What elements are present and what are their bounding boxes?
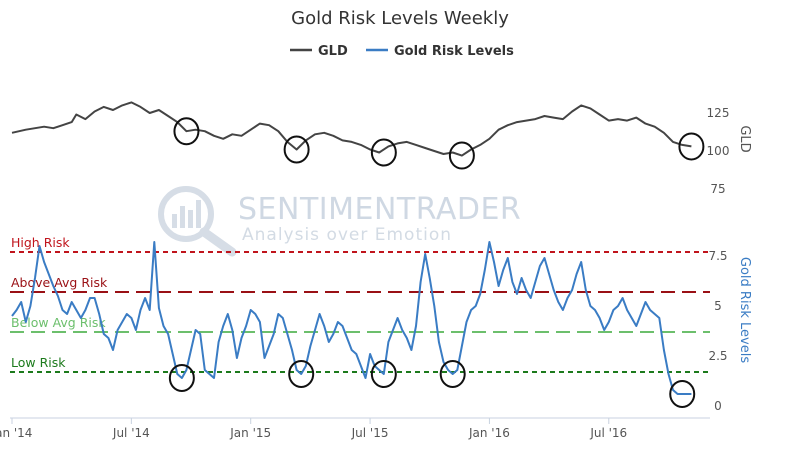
annotation-circle <box>678 132 705 161</box>
annotation-circle <box>173 117 200 146</box>
series-group <box>11 101 692 395</box>
threshold-label: Below Avg Risk <box>11 315 106 330</box>
legend-item-gld[interactable]: GLD <box>290 44 348 59</box>
risk-axis-title: Gold Risk Levels <box>737 257 752 363</box>
risk-tick-label: 7.5 <box>708 249 727 263</box>
annotation-circle <box>283 135 310 164</box>
risk-axis: 7.5 5 2.5 0 <box>708 249 727 413</box>
x-tick-label: Jul '16 <box>589 426 627 440</box>
x-axis: Jan '14 Jul '14 Jan '15 Jul '15 Jan '16 Jul '… <box>0 418 627 440</box>
annotation-circle <box>370 360 397 388</box>
x-tick-label: Jan '15 <box>229 426 271 440</box>
risk-tick-label: 2.5 <box>708 349 727 363</box>
x-tick-label: Jul '15 <box>351 426 389 440</box>
annotation-circle <box>669 380 696 408</box>
gld-tick-label: 125 <box>707 106 730 120</box>
gld-axis: 125 100 75 <box>707 106 730 196</box>
annotation-circle <box>448 141 475 170</box>
x-tick-label: Jan '14 <box>0 426 32 440</box>
annotation-circle <box>288 360 315 388</box>
watermark: SENTIMENTRADER Analysis over Emotion <box>158 186 521 257</box>
gld-tick-label: 100 <box>707 144 730 158</box>
gld-series-line <box>11 101 692 157</box>
legend-item-risk[interactable]: Gold Risk Levels <box>366 44 514 59</box>
magnifier-logo-icon <box>158 186 237 257</box>
risk-tick-label: 5 <box>714 299 722 313</box>
annotation-circle <box>168 364 195 392</box>
x-tick-label: Jan '16 <box>468 426 510 440</box>
legend-label-risk: Gold Risk Levels <box>394 44 514 59</box>
threshold-label: Above Avg Risk <box>11 275 108 290</box>
annotation-circle <box>439 360 466 388</box>
watermark-tagline: Analysis over Emotion <box>242 225 452 245</box>
chart-title: Gold Risk Levels Weekly <box>291 8 509 29</box>
x-tick-label: Jul '14 <box>112 426 150 440</box>
risk-series-line <box>11 241 692 395</box>
gld-axis-title: GLD <box>737 125 752 152</box>
annotation-circle <box>370 138 397 167</box>
gld-tick-label: 75 <box>710 182 725 196</box>
annotation-circles <box>168 117 705 408</box>
watermark-brand: SENTIMENTRADER <box>238 192 521 227</box>
threshold-label: High Risk <box>11 235 70 250</box>
legend: GLD Gold Risk Levels <box>290 44 514 59</box>
risk-tick-label: 0 <box>714 399 722 413</box>
legend-label-gld: GLD <box>318 44 348 59</box>
risk-thresholds: High Risk Above Avg Risk Below Avg Risk Low… <box>10 235 710 373</box>
threshold-label: Low Risk <box>11 355 66 370</box>
